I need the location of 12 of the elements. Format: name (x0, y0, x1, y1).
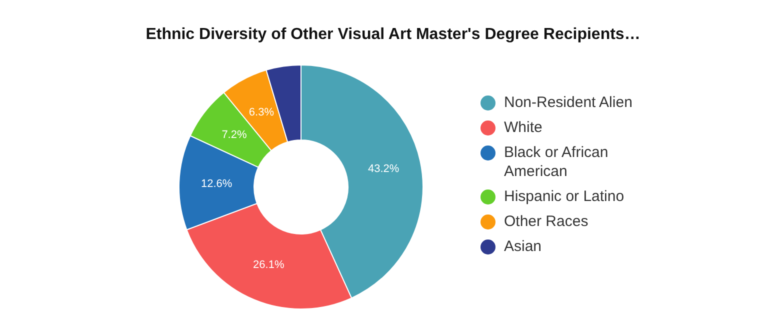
data-label: 43.2% (368, 163, 400, 176)
data-label: 7.2% (222, 129, 247, 142)
legend-label: White (504, 118, 542, 137)
legend-label: Hispanic or Latino (504, 187, 624, 206)
legend-label: Black or African American (504, 143, 610, 181)
legend-label: Non-Resident Alien (504, 93, 632, 112)
data-label: 6.3% (248, 106, 274, 118)
chart-title: Ethnic Diversity of Other Visual Art Master's Degree Recipients… (144, 26, 642, 44)
data-label: 26.1% (253, 259, 284, 272)
legend-label: Other Races (504, 212, 588, 231)
legend-label: Asian (504, 237, 542, 256)
data-label: 12.6% (200, 178, 232, 190)
